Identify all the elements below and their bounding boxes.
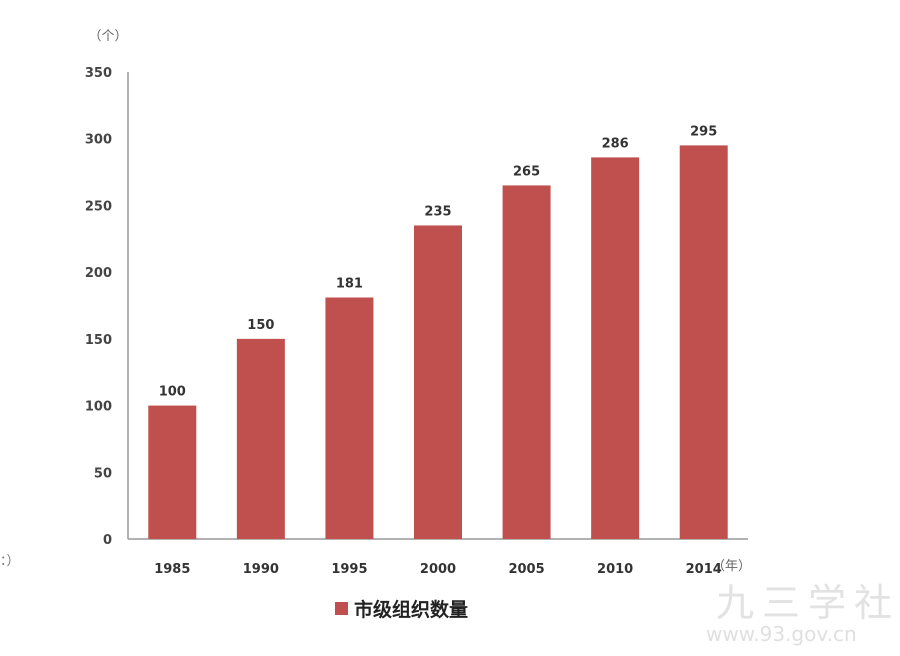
bar-1985: [148, 405, 197, 539]
bar-2005: [502, 185, 551, 539]
bar-2014: [679, 145, 728, 539]
y-tick-label: 300: [85, 133, 112, 148]
x-tick-label: 2014: [686, 562, 722, 577]
data-label: 100: [159, 385, 186, 400]
y-axis-unit: （个）: [88, 29, 127, 44]
legend-swatch: [335, 602, 348, 615]
legend-label: 市级组织数量: [354, 599, 469, 621]
bar-2000: [414, 225, 462, 539]
y-tick-label: 150: [85, 333, 112, 348]
x-tick-label: 2005: [508, 562, 544, 577]
bar-1990: [236, 338, 285, 539]
watermark-logo: 九三学社: [716, 581, 900, 625]
y-tick-label: 250: [85, 199, 112, 214]
data-label: 295: [690, 124, 717, 139]
bar-2010: [591, 157, 640, 539]
x-tick-label: 2010: [597, 562, 633, 577]
y-tick-label: 100: [85, 400, 112, 415]
y-tick-label: 50: [94, 466, 112, 481]
y-tick-label: 350: [85, 66, 112, 81]
cropped-text-fragment: ：）: [0, 554, 20, 569]
data-label: 181: [336, 276, 363, 291]
data-label: 286: [602, 136, 629, 151]
x-tick-label: 2000: [420, 562, 456, 577]
x-axis-unit: （年）: [712, 559, 751, 574]
x-tick-label: 1995: [331, 562, 367, 577]
data-label: 150: [247, 318, 274, 333]
y-tick-label: 0: [103, 533, 112, 548]
data-label: 235: [424, 204, 451, 219]
y-tick-label: 200: [85, 266, 112, 281]
x-tick-label: 1990: [243, 562, 279, 577]
data-label: 265: [513, 164, 540, 179]
x-tick-label: 1985: [154, 562, 190, 577]
bar-1995: [325, 297, 374, 539]
watermark-url: www.93.gov.cn: [706, 622, 857, 646]
legend: 市级组织数量: [335, 595, 468, 622]
